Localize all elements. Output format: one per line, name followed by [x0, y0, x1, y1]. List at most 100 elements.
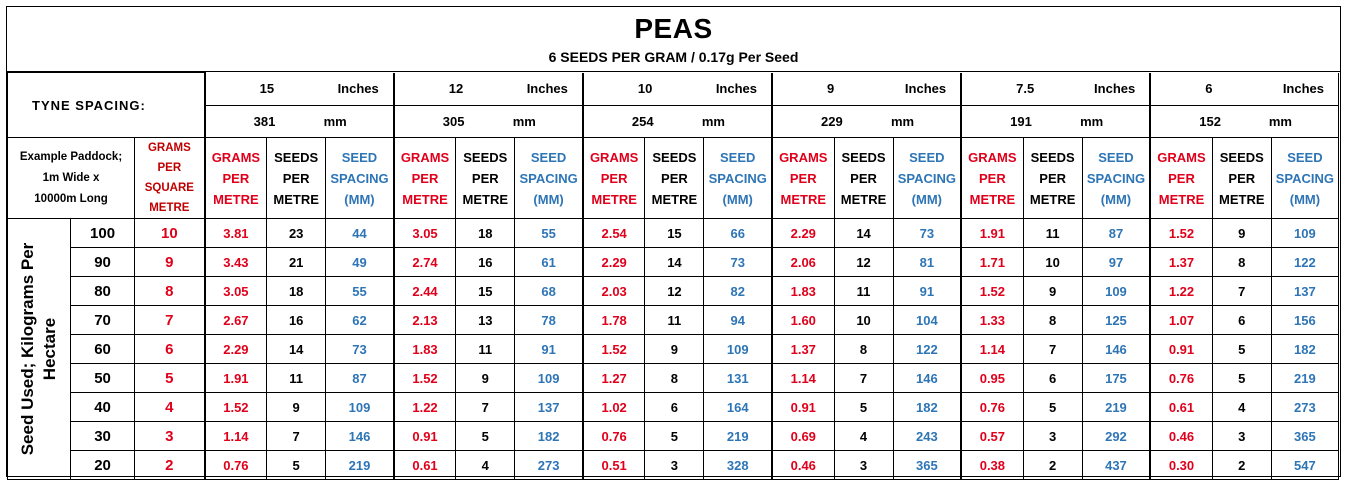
- grams-header-line: GRAMS: [1157, 149, 1206, 165]
- seed-spacing-mm: 365: [892, 450, 962, 480]
- spacing-mm-cell: 152 mm: [1149, 105, 1340, 138]
- grams-per-metre: 1.14: [203, 421, 268, 451]
- seed-spacing-mm: 62: [325, 305, 395, 335]
- grams-per-metre: 2.44: [392, 276, 457, 306]
- grams-per-metre: 1.14: [770, 363, 835, 393]
- spacing-mm-unit: mm: [512, 113, 536, 129]
- spacing-mm-unit: mm: [701, 113, 725, 129]
- seeds-per-metre: 8: [1211, 247, 1272, 277]
- seeds-header-line: METRE: [1219, 191, 1265, 207]
- seeds-header-line: SEEDS: [652, 149, 697, 165]
- grams-per-metre: 1.37: [1149, 247, 1213, 277]
- seeds-per-metre: 13: [455, 305, 516, 335]
- seed-spacing-mm: 94: [703, 305, 773, 335]
- seeds-header-line: PER: [282, 170, 310, 186]
- seeds-per-metre: 6: [1211, 305, 1272, 335]
- grams-per-square-metre: 3: [134, 421, 206, 451]
- seeds-per-metre: 3: [1211, 421, 1272, 451]
- spacing-mm-value: 305: [442, 113, 465, 129]
- seeds-per-metre: 5: [266, 450, 327, 480]
- grams-per-metre: 2.74: [392, 247, 457, 277]
- seed-spacing-mm: 109: [703, 334, 773, 364]
- grams-per-metre: 1.22: [1149, 276, 1213, 306]
- grams-per-square-metre: 7: [134, 305, 206, 335]
- seeds-per-metre: 8: [1022, 305, 1083, 335]
- seeds-per-metre: 16: [266, 305, 327, 335]
- seed-spacing-mm: 182: [1270, 334, 1340, 364]
- spacing-inches: 10 Inches: [585, 81, 771, 97]
- spacing-inches-cell: 7.5 Inches: [960, 72, 1151, 106]
- seed-spacing-mm: 61: [514, 247, 584, 277]
- seeds-per-metre: 10: [833, 305, 894, 335]
- table-row: 30 3 1.14 7 146 0.91 5 182 0.76 5 219 0.69 4 243 0.57 3…: [8, 421, 1340, 451]
- grams-per-metre-header: GRAMS PER METRE: [1149, 137, 1213, 219]
- grams-header-line: PER: [222, 170, 250, 186]
- seed-spacing-mm: 109: [325, 392, 395, 422]
- grams-header-line: PER: [789, 170, 817, 186]
- grams-per-metre-header: GRAMS PER METRE: [770, 137, 835, 219]
- seed-spacing-mm: 68: [514, 276, 584, 306]
- seeds-header-line: PER: [661, 170, 688, 186]
- spacing-header-line: (MM): [1100, 191, 1132, 207]
- spacing-mm-cell: 381 mm: [203, 105, 395, 138]
- seed-spacing-mm: 243: [892, 421, 962, 451]
- grams-per-metre: 0.57: [960, 421, 1024, 451]
- seeds-header-line: METRE: [840, 191, 887, 207]
- spacing-header-line: (MM): [1289, 191, 1321, 207]
- grams-header-line: GRAMS: [968, 149, 1017, 165]
- grams-per-metre: 1.91: [203, 363, 268, 393]
- seeds-per-metre: 7: [1022, 334, 1083, 364]
- grams-per-metre: 1.83: [770, 276, 835, 306]
- seed-spacing-mm: 131: [703, 363, 773, 393]
- grams-header-line: METRE: [591, 191, 637, 207]
- seeds-header-line: METRE: [1029, 191, 1076, 207]
- seed-spacing-mm: 164: [703, 392, 773, 422]
- grams-header-line: PER: [979, 170, 1006, 186]
- spacing-inches-unit: Inches: [715, 81, 757, 97]
- grams-per-square-metre: 6: [134, 334, 206, 364]
- spacing-mm-cell: 191 mm: [960, 105, 1151, 138]
- seeds-per-metre: 7: [833, 363, 894, 393]
- seed-spacing-mm: 437: [1081, 450, 1151, 480]
- seeds-per-metre: 5: [1211, 363, 1272, 393]
- spacing-mm-value: 229: [821, 113, 843, 129]
- table-row: 20 2 0.76 5 219 0.61 4 273 0.51 3 328 0.46 3 365 0.38 2…: [8, 450, 1340, 480]
- spacing-inches-unit: Inches: [1094, 81, 1136, 97]
- seeds-per-metre: 4: [833, 421, 894, 451]
- seeds-per-metre: 6: [644, 392, 705, 422]
- spacing-inches-unit: Inches: [904, 81, 947, 97]
- spacing-inches-value: 12: [448, 81, 464, 97]
- seeds-per-metre: 2: [1022, 450, 1083, 480]
- spacing-inches-cell: 12 Inches: [392, 72, 584, 106]
- page-title: PEAS: [634, 13, 713, 44]
- seed-spacing-mm: 91: [892, 276, 962, 306]
- seeds-per-metre: 18: [455, 218, 516, 248]
- example-paddock-line: 10000m Long: [34, 192, 108, 205]
- seed-spacing-mm: 146: [1081, 334, 1151, 364]
- seeds-header-line: SEEDS: [1219, 149, 1264, 165]
- seed-spacing-mm: 122: [1270, 247, 1340, 277]
- title-block: PEAS 6 SEEDS PER GRAM / 0.17g Per Seed: [7, 7, 1340, 72]
- grams-per-metre: 1.07: [1149, 305, 1213, 335]
- seeds-per-metre-header: SEEDS PER METRE: [455, 137, 516, 219]
- seed-spacing-mm: 137: [514, 392, 584, 422]
- seed-spacing-mm: 547: [1270, 450, 1340, 480]
- seeds-per-metre: 3: [833, 450, 894, 480]
- seed-spacing-mm: 219: [1270, 363, 1340, 393]
- grams-per-metre: 1.37: [770, 334, 835, 364]
- grams-per-metre: 0.91: [1149, 334, 1213, 364]
- seeds-per-metre: 9: [1211, 218, 1272, 248]
- kg-per-hectare: 60: [70, 334, 136, 364]
- spacing-inches-value: 6: [1205, 81, 1213, 97]
- seed-spacing-header: SEED SPACING (MM): [325, 137, 395, 219]
- grams-per-metre: 2.06: [770, 247, 835, 277]
- grams-per-metre: 2.54: [581, 218, 646, 248]
- seed-spacing-mm: 175: [1081, 363, 1151, 393]
- seeds-per-metre: 5: [833, 392, 894, 422]
- peas-seeding-sheet: PEAS 6 SEEDS PER GRAM / 0.17g Per Seed T…: [6, 6, 1341, 480]
- spacing-mm-unit: mm: [1268, 113, 1292, 129]
- spacing-header-line: SPACING: [897, 170, 956, 186]
- spacing-mm-cell: 305 mm: [392, 105, 584, 138]
- grams-per-square-metre-header: GRAMS PER SQUARE METRE: [134, 137, 206, 219]
- seed-spacing-mm: 125: [1081, 305, 1151, 335]
